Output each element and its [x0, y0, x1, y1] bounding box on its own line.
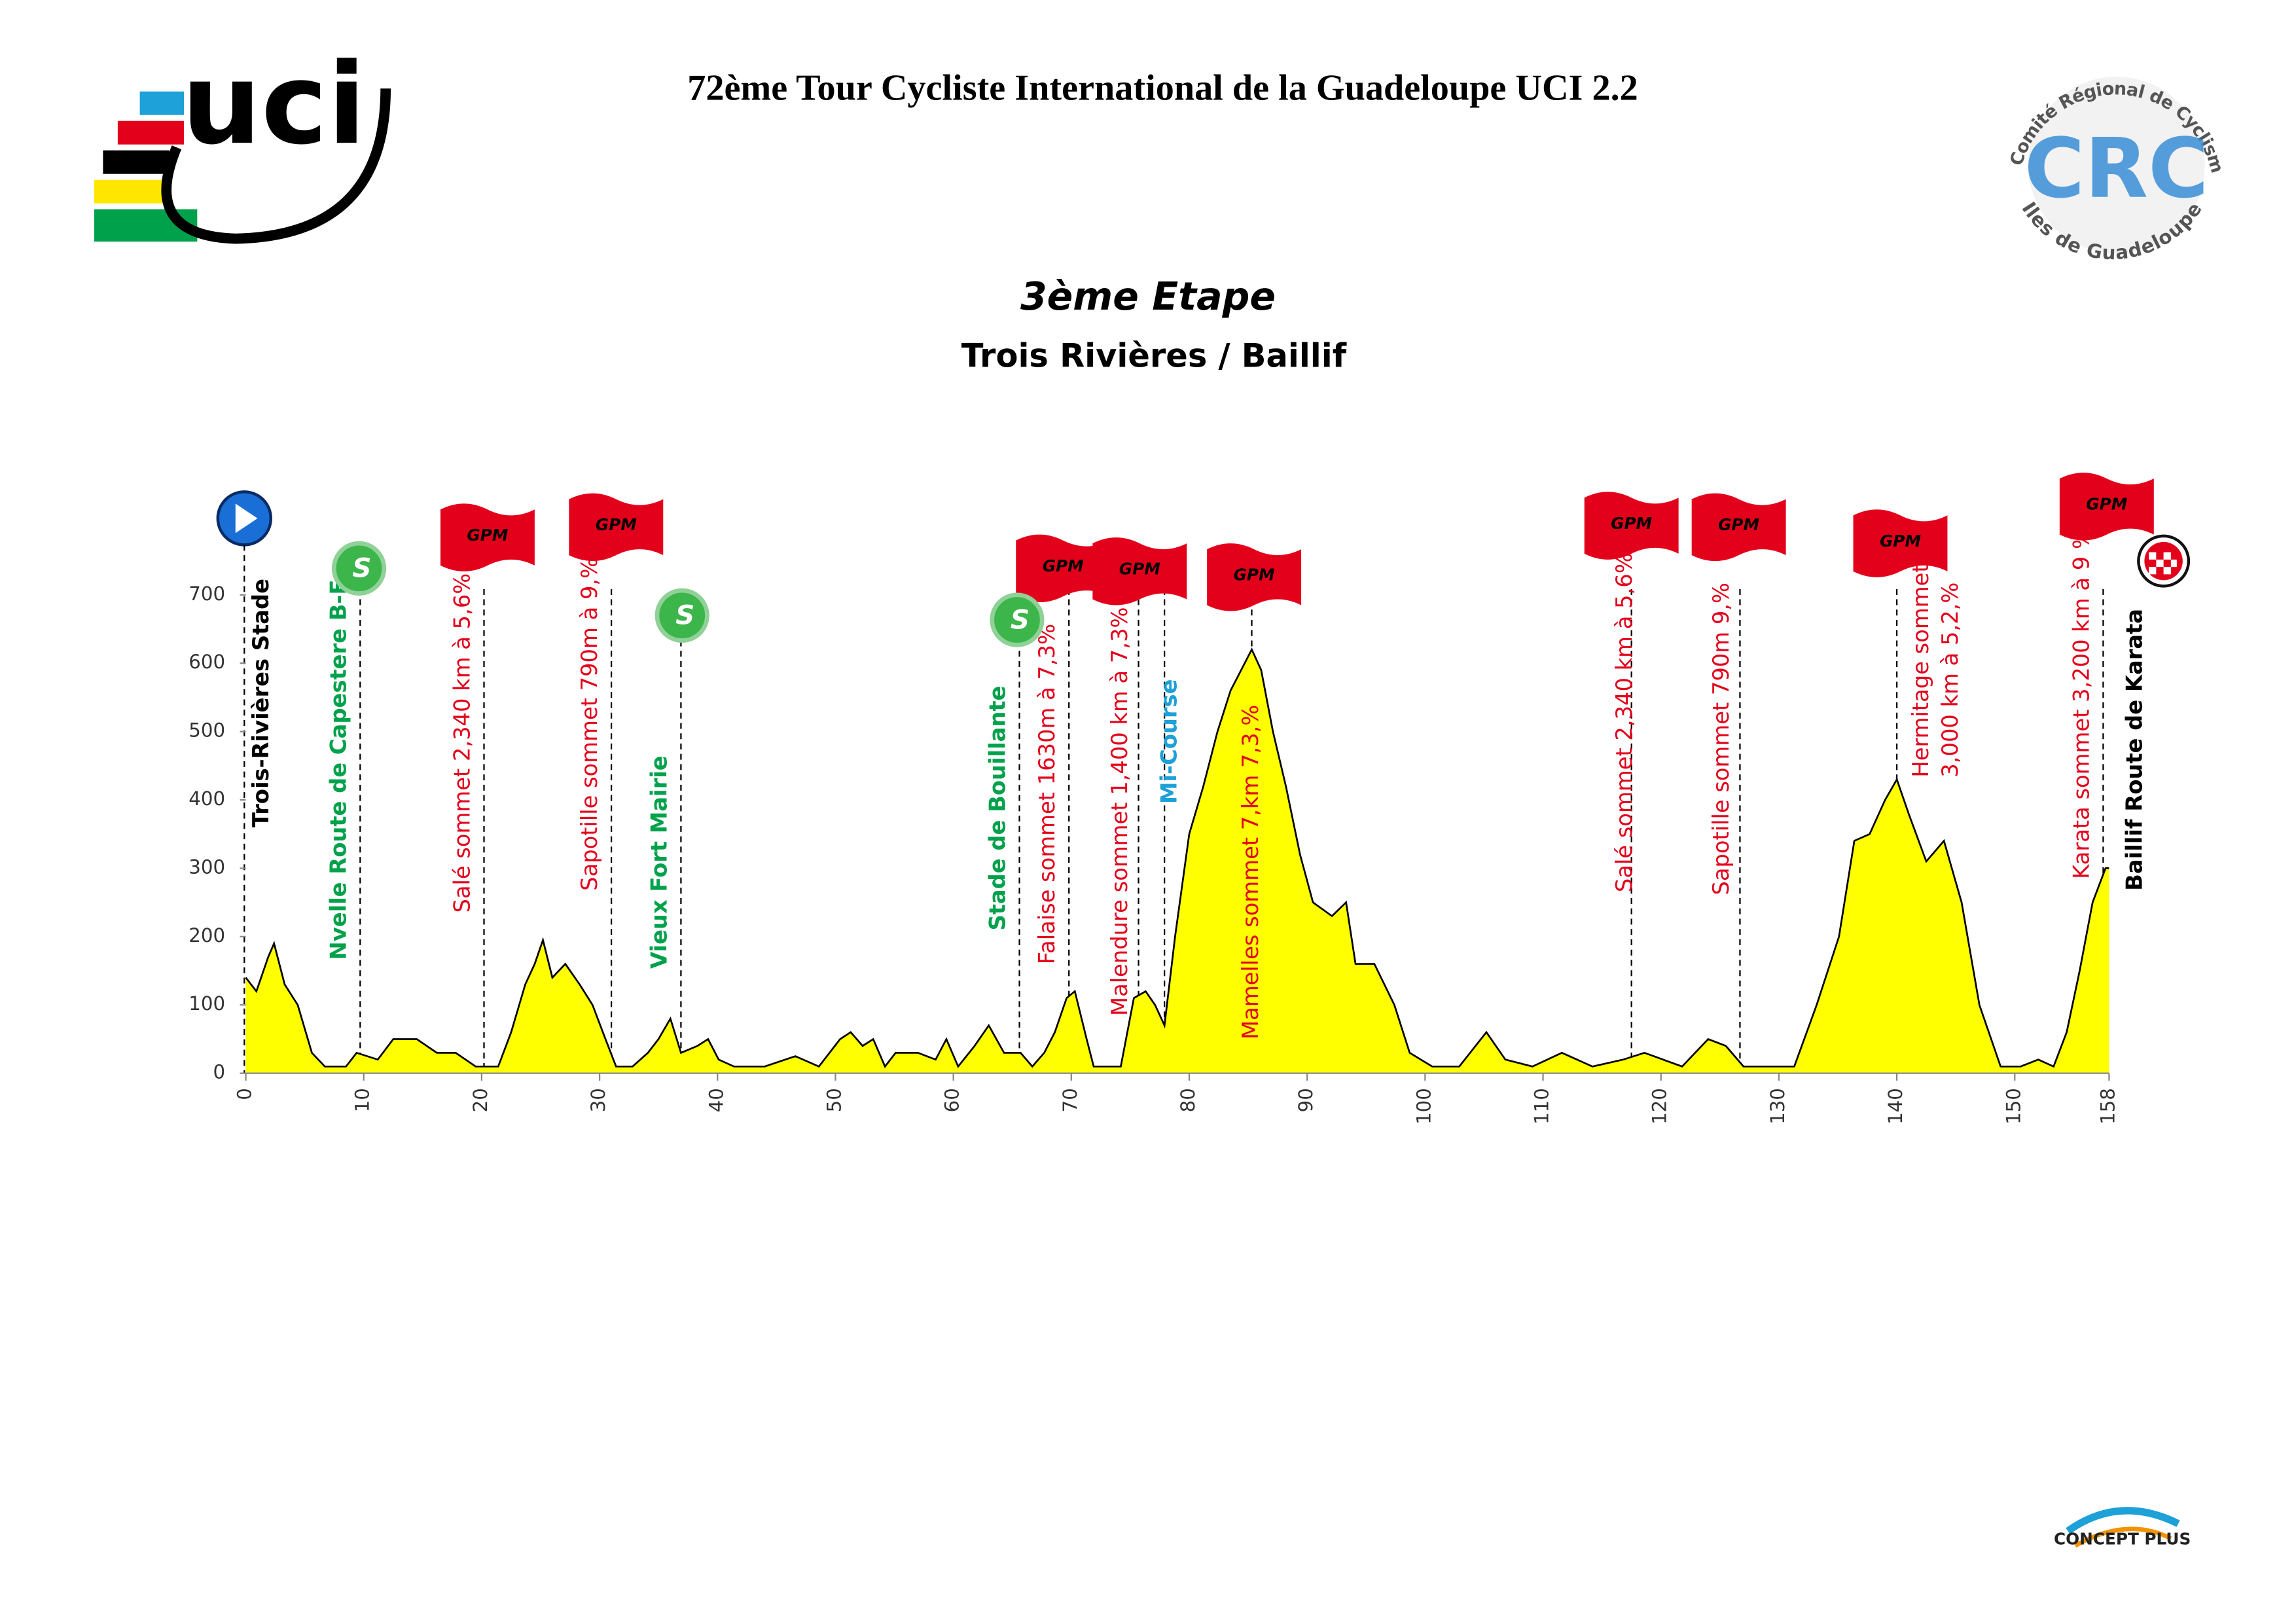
y-tick-label: 700	[188, 583, 225, 605]
gpm-flag: GPM	[1016, 534, 1111, 603]
x-tick-label: 158	[2096, 1088, 2119, 1125]
flag-label: GPM	[1611, 514, 1652, 533]
y-tick-label: 100	[188, 992, 225, 1015]
annotation-label: Vieux Fort Mairie	[646, 755, 672, 969]
x-tick-label: 20	[469, 1088, 492, 1112]
finish-icon	[2137, 534, 2191, 588]
annotation-label: Sapotille sommet 790m 9,%	[1708, 583, 1734, 895]
gpm-flag: GPM	[1584, 492, 1679, 560]
x-tick-label: 150	[2002, 1088, 2024, 1125]
x-tick-label: 120	[1649, 1088, 1671, 1125]
x-tick-label: 80	[1177, 1088, 1199, 1112]
annotation-label: Hermitage sommet	[1908, 564, 1933, 777]
flag-label: GPM	[1234, 566, 1275, 585]
x-tick-label: 70	[1059, 1088, 1081, 1112]
flag-shape	[440, 503, 535, 571]
flag-label: GPM	[1718, 515, 1759, 534]
stage: 3ème Etape	[1020, 274, 1276, 319]
flag-label: GPM	[2086, 495, 2127, 514]
annotation-label: Salé sommet 2,340 km à 5,6%	[450, 573, 475, 913]
annotation-label: Nvelle Route de Capestere B-E	[325, 580, 351, 960]
sprint-icon	[990, 592, 1045, 647]
annotation-label: Karata sommet 3,200 km à 9 %	[2068, 528, 2094, 879]
x-tick-label: 100	[1412, 1088, 1435, 1125]
annotation-label: Mi-Course	[1157, 679, 1182, 804]
y-tick-label: 200	[188, 924, 225, 947]
annotation-label: Sapotille sommet 790m à 9,%	[577, 558, 602, 891]
x-tick-label: 90	[1295, 1088, 1317, 1112]
gpm-flag: GPM	[1207, 543, 1302, 611]
flag-shape	[1584, 492, 1679, 560]
gpm-flag: GPM	[569, 493, 664, 562]
flag-shape	[1691, 493, 1786, 562]
annotation-label: Salé sommet 2,340 km à 5,6%	[1611, 552, 1637, 892]
elevation-line	[245, 647, 2109, 1068]
flag-shape	[569, 493, 664, 562]
x-tick-label: 50	[823, 1088, 845, 1112]
annotation-label: Falaise sommet 1630m à 7,3%	[1034, 624, 1060, 964]
gpm-flag: GPM	[440, 503, 535, 571]
gpm-flag: GPM	[1691, 493, 1786, 562]
annotation-label: Stade de Bouillante	[985, 686, 1011, 931]
x-tick-label: 40	[705, 1088, 727, 1112]
flag-label: GPM	[596, 515, 637, 534]
footer-text: CONCEPT PLUS	[2054, 1529, 2191, 1548]
y-tick-label: 0	[213, 1061, 225, 1083]
flag-shape	[1207, 543, 1302, 611]
y-tick-label: 400	[188, 787, 225, 810]
flag-shape	[2059, 473, 2154, 541]
flag-label: GPM	[1880, 532, 1921, 550]
x-tick-label: 110	[1531, 1088, 1553, 1125]
annotation-label: Baillif Route de Karata	[2121, 609, 2147, 891]
sprint-icon	[331, 541, 387, 596]
x-tick-label: 140	[1884, 1088, 1907, 1125]
uci-text: uci	[181, 39, 366, 170]
footer-logo: CONCEPT PLUS	[2054, 1507, 2191, 1548]
annotation-label: Trois-Rivières Stade	[248, 579, 274, 827]
gpm-flag: GPM	[1853, 509, 1948, 577]
sprint-icon	[655, 588, 709, 643]
annotation-label: Mamelles sommet 7,km 7,3,%	[1238, 705, 1263, 1039]
flag-label: GPM	[1043, 556, 1084, 575]
y-tick-label: 300	[188, 856, 225, 878]
gpm-flag: GPM	[2059, 473, 2154, 541]
route: Trois Rivières / Baillif	[961, 336, 1347, 374]
x-tick-label: 0	[234, 1088, 256, 1100]
uci-logo: uci	[94, 39, 391, 244]
flag-shape	[1853, 509, 1948, 577]
flag-shape	[1092, 537, 1187, 605]
annotation-label: Malendure sommet 1,400 km à 7,3%	[1107, 607, 1132, 1016]
start-arrow	[235, 503, 258, 533]
y-tick-label: 600	[188, 651, 225, 673]
sprint-label: S	[1011, 604, 1030, 635]
flag-label: GPM	[467, 526, 508, 545]
gpm-flag: GPM	[1092, 537, 1187, 605]
sprint-label: S	[352, 552, 371, 584]
elevation-area	[245, 649, 2109, 1074]
flag-label: GPM	[1119, 560, 1160, 579]
x-tick-label: 30	[587, 1088, 609, 1112]
sprint-label: S	[675, 600, 694, 631]
title: 72ème Tour Cycliste International de la …	[687, 68, 1638, 109]
x-tick-label: 10	[351, 1088, 374, 1112]
annotation-label: 3,000 km à 5,2,%	[1937, 583, 1963, 778]
crc-mark: CRC	[2024, 120, 2209, 216]
x-tick-label: 60	[941, 1088, 963, 1112]
y-tick-label: 500	[188, 719, 225, 742]
flag-shape	[1016, 534, 1111, 603]
x-tick-label: 130	[1767, 1088, 1789, 1125]
